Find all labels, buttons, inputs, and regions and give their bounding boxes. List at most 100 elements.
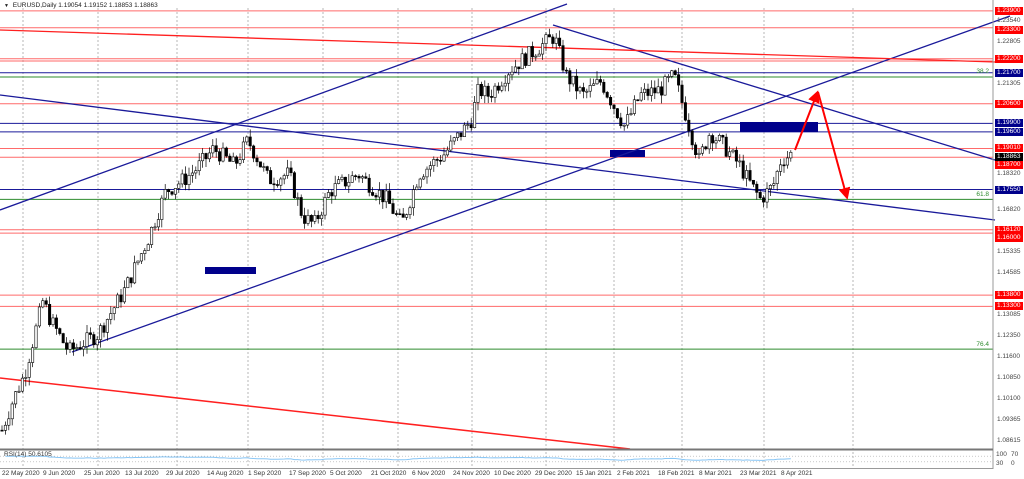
candle — [558, 30, 562, 48]
symbol-timeframe: EURUSD,Daily — [12, 2, 57, 9]
candle — [309, 214, 313, 228]
bear-candle-body — [755, 183, 759, 193]
bull-candle-body — [442, 154, 446, 162]
red-top-trendline[interactable] — [0, 29, 996, 63]
candle — [381, 189, 385, 209]
candle — [54, 314, 58, 335]
candle — [31, 344, 35, 368]
rsi-scale-label: 100 — [996, 451, 1007, 458]
candle — [442, 147, 446, 163]
candle — [156, 213, 160, 231]
bull-candle-body — [282, 175, 286, 180]
bull-candle-body — [197, 160, 201, 172]
bull-candle-body — [286, 167, 290, 176]
candle — [17, 385, 21, 393]
bear-candle-body — [496, 85, 500, 91]
demand-zone[interactable] — [205, 267, 256, 274]
bull-candle-body — [112, 307, 116, 314]
bear-candle-body — [690, 130, 694, 146]
bull-candle-body — [17, 390, 21, 393]
candle — [333, 175, 337, 200]
bear-candle-body — [374, 195, 378, 198]
bull-candle-body — [789, 151, 793, 159]
channel-upper-trendline[interactable] — [0, 3, 568, 211]
candle — [768, 184, 772, 196]
candle — [7, 411, 11, 431]
candle — [265, 165, 269, 174]
resistance-zone[interactable] — [740, 122, 818, 132]
bear-candle-body — [704, 146, 708, 150]
candle — [435, 157, 439, 167]
candle — [126, 276, 130, 289]
candle — [68, 340, 72, 354]
bear-candle-body — [248, 136, 252, 147]
candle — [133, 255, 137, 285]
bull-candle-body — [649, 87, 653, 96]
x-tick-label: 9 Jun 2020 — [43, 470, 76, 477]
bear-candle-body — [694, 144, 698, 155]
bear-candle-body — [401, 213, 405, 218]
candle — [541, 37, 545, 60]
candle — [524, 52, 528, 69]
price-axis-label: 1.15335 — [997, 247, 1021, 255]
candle — [439, 155, 443, 165]
x-tick-label: 2 Feb 2021 — [617, 470, 650, 477]
candle — [129, 277, 133, 288]
candle — [231, 152, 235, 162]
candle — [275, 179, 279, 188]
candle — [445, 146, 449, 157]
up-arrow[interactable] — [794, 90, 820, 151]
red-bottom-trendline[interactable] — [0, 377, 631, 450]
candle — [687, 113, 691, 137]
bull-candle-body — [697, 152, 701, 155]
bull-candle-body — [7, 418, 11, 426]
bull-candle-body — [476, 84, 480, 103]
candle — [82, 340, 86, 357]
candle — [0, 425, 4, 432]
bear-candle-body — [673, 70, 677, 75]
bull-candle-body — [717, 135, 721, 141]
bull-candle-body — [663, 76, 667, 96]
bull-candle-body — [34, 325, 38, 349]
bear-candle-body — [235, 156, 239, 164]
dropdown-triangle-icon[interactable]: ▼ — [4, 3, 9, 9]
bear-candle-body — [224, 147, 228, 157]
candle — [425, 166, 429, 184]
bull-candle-body — [326, 192, 330, 198]
bear-candle-body — [677, 74, 681, 86]
candle — [629, 108, 633, 116]
candle — [116, 292, 120, 309]
candle — [272, 177, 276, 192]
ascending-trendline[interactable] — [71, 15, 1011, 353]
candle — [758, 189, 762, 200]
fib-level-label: 61.8 — [976, 190, 989, 198]
price-axis-label: 1.22805 — [997, 37, 1021, 45]
bull-candle-body — [626, 114, 630, 126]
candle — [700, 143, 704, 156]
candle — [483, 80, 487, 104]
bear-candle-body — [71, 342, 75, 349]
bull-candle-body — [728, 151, 732, 157]
x-tick-label: 29 Jul 2020 — [166, 470, 200, 477]
candle — [507, 72, 511, 92]
descending-trendline[interactable] — [552, 24, 996, 161]
x-tick-label: 8 Mar 2021 — [699, 470, 732, 477]
price-axis-label: 1.18320 — [997, 169, 1021, 177]
bull-candle-body — [745, 170, 749, 179]
candle — [510, 66, 514, 81]
rsi-scale-label: 70 — [1011, 451, 1019, 458]
candle — [561, 39, 565, 73]
candle — [347, 174, 351, 193]
candle — [139, 253, 143, 265]
down-arrow[interactable] — [817, 91, 851, 200]
long-descending-trendline[interactable] — [0, 94, 996, 221]
bull-candle-body — [632, 99, 636, 114]
bear-candle-body — [343, 176, 347, 187]
candle — [415, 184, 419, 191]
candle — [201, 148, 205, 168]
candle — [401, 207, 405, 218]
price-axis-label: 1.13800 — [995, 291, 1023, 300]
bear-candle-body — [228, 155, 232, 162]
bear-candle-body — [748, 170, 752, 181]
